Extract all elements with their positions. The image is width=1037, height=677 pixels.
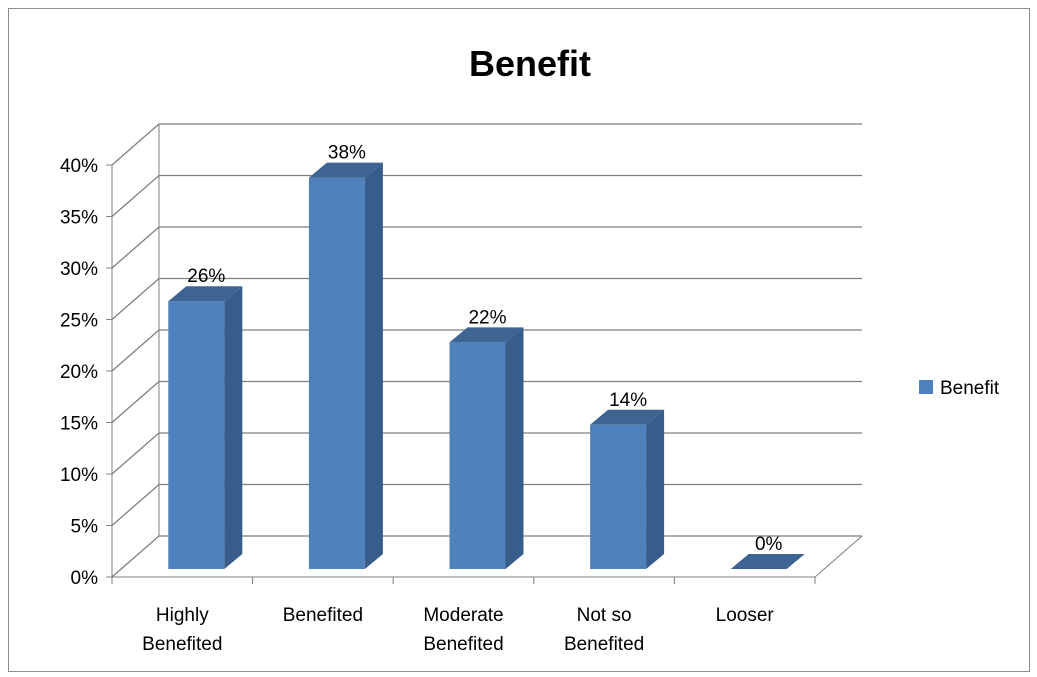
y-tick-label: 15% — [60, 414, 98, 435]
bar-front — [168, 301, 225, 569]
x-category-label: Moderate — [423, 605, 503, 626]
chart-title: Benefit — [469, 43, 591, 84]
y-tick-label: 0% — [71, 568, 99, 589]
data-label: 38% — [328, 143, 366, 164]
y-tick-label: 25% — [60, 311, 98, 332]
x-category-label: Benefited — [423, 634, 503, 655]
legend-swatch — [919, 380, 933, 394]
bar-front — [590, 424, 647, 569]
y-tick-label: 40% — [60, 156, 98, 177]
x-category-label: Benefited — [142, 634, 222, 655]
y-tick-label: 5% — [71, 517, 99, 538]
data-label: 0% — [755, 534, 783, 555]
gridline — [111, 380, 862, 423]
bar-front — [449, 342, 506, 569]
y-tick-label: 35% — [60, 208, 98, 229]
bar-side — [224, 286, 243, 569]
bar-1 — [308, 162, 383, 569]
data-label: 22% — [468, 307, 506, 328]
bar-top — [590, 409, 665, 425]
x-category-label: Not so — [577, 605, 632, 626]
x-category-label: Looser — [716, 605, 775, 626]
bar-top — [730, 554, 805, 569]
bars — [168, 162, 805, 569]
data-label: 14% — [609, 390, 647, 411]
gridline — [111, 329, 862, 372]
x-category-label: Highly — [156, 605, 209, 626]
bar-top — [308, 162, 383, 178]
bar-side — [505, 327, 524, 569]
x-category-label: Benefited — [283, 605, 363, 626]
gridline — [111, 226, 862, 269]
y-tick-label: 30% — [60, 259, 98, 280]
legend: Benefit — [919, 378, 1000, 399]
x-axis-category-labels: Highly Benefited Benefited Moderate Benefite… — [142, 605, 774, 655]
bar-top — [449, 327, 524, 343]
axes — [106, 164, 816, 584]
gridline — [111, 277, 862, 320]
legend-label: Benefit — [940, 378, 1000, 399]
bar-side — [364, 162, 383, 569]
x-category-label: Benefited — [564, 634, 644, 655]
data-labels: 26% 38% 22% 14% 0% — [187, 143, 782, 555]
bar-top — [168, 286, 243, 302]
y-tick-label: 20% — [60, 362, 98, 383]
bar-2 — [449, 327, 524, 569]
bar-side — [646, 409, 665, 569]
bar-front — [308, 177, 365, 569]
bar-4 — [730, 554, 805, 569]
bar-0 — [168, 286, 243, 569]
bar-3 — [590, 409, 665, 569]
gridline — [111, 174, 862, 217]
gridline — [111, 123, 862, 166]
y-tick-label: 10% — [60, 465, 98, 486]
y-axis-tick-labels: 0% 5% 10% 15% 20% 25% 30% 35% 40% — [60, 156, 98, 589]
data-label: 26% — [187, 266, 225, 287]
